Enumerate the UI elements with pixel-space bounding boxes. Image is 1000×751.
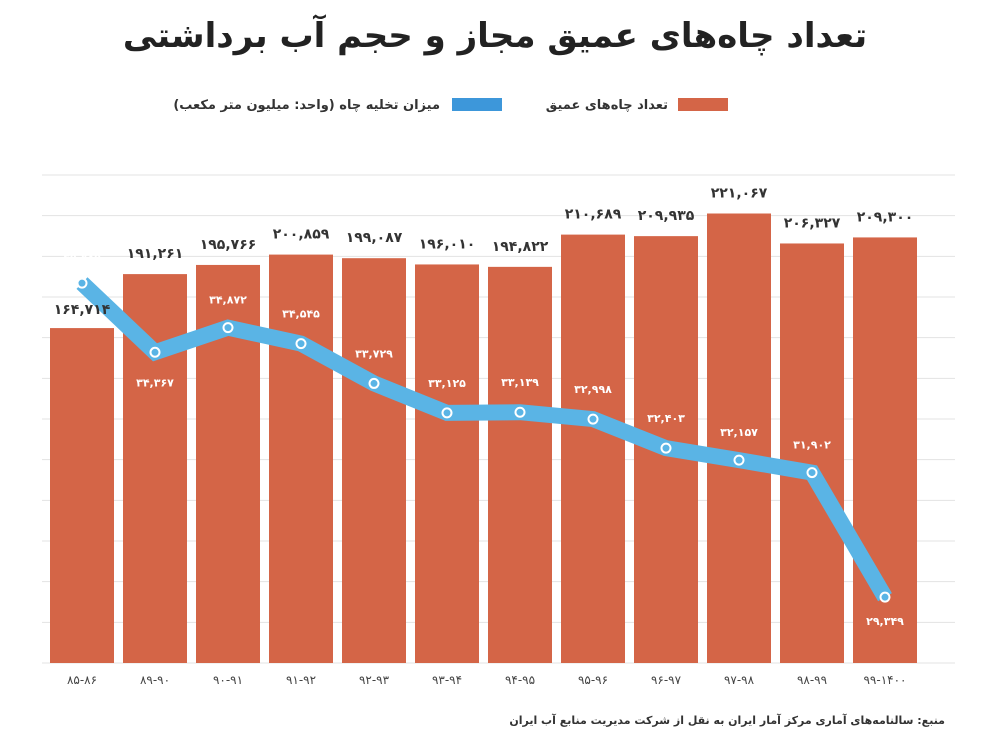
line-point [806, 467, 818, 479]
line-point [295, 338, 307, 350]
chart-title: تعداد چاه‌های عمیق مجاز و حجم آب برداشتی [123, 14, 867, 56]
x-axis-ticks: ۸۵-۸۶ ۸۹-۹۰ ۹۰-۹۱ ۹۱-۹۲ ۹۲-۹۳ ۹۳-۹۴ ۹۴-۹۵ ۹۵-۹۶… [67, 673, 907, 687]
bar-value-label: ۱۶۴,۷۱۴ [54, 302, 111, 318]
x-tick-label: ۹۰-۹۱ [213, 673, 243, 687]
bar-value-label: ۲۰۶,۳۲۷ [784, 215, 841, 231]
bar [488, 266, 552, 663]
legend: تعداد چاه‌های عمیق میزان تخلیه چاه (واحد… [173, 98, 728, 113]
bar-value-label: ۱۹۱,۲۶۱ [127, 246, 184, 262]
line-value-label: ۳۳,۱۳۹ [501, 376, 539, 389]
bar-value-label: ۲۱۰,۶۸۹ [565, 207, 622, 223]
x-tick-label: ۹۳-۹۴ [432, 673, 462, 687]
bar-value-label: ۱۹۴,۸۲۲ [492, 239, 549, 255]
line-value-label: ۳۴,۸۷۲ [209, 294, 247, 307]
line-point [149, 346, 161, 358]
bar-value-label: ۱۹۹,۰۸۷ [346, 230, 403, 246]
x-tick-label: ۹۱-۹۲ [286, 673, 316, 687]
line-point [368, 377, 380, 389]
line-value-label: ۳۳,۷۲۹ [355, 347, 393, 360]
bar-value-label: ۱۹۵,۷۶۶ [200, 237, 257, 253]
source-note: منبع: سالنامه‌های آماری مرکز آمار ایران … [509, 713, 945, 727]
line-value-label: ۳۴,۵۴۵ [282, 308, 320, 321]
line-value-label: ۲۹,۳۴۹ [866, 615, 904, 628]
x-tick-label: ۹۲-۹۳ [359, 673, 390, 687]
line-point [587, 413, 599, 425]
line-point [879, 591, 891, 603]
line-value-label: ۳۳,۱۲۵ [428, 377, 466, 390]
x-tick-label: ۹۶-۹۷ [651, 673, 682, 687]
legend-swatch-bars [678, 98, 728, 111]
x-tick-label: ۸۵-۸۶ [67, 673, 97, 687]
line-point [222, 322, 234, 334]
line-point [76, 277, 88, 289]
bar-value-label: ۲۲۱,۰۶۷ [711, 185, 768, 201]
legend-swatch-line [452, 98, 502, 111]
line-value-label: ۳۲,۴۰۳ [647, 412, 685, 425]
bar [561, 234, 625, 663]
data-labels: ۱۶۴,۷۱۴ ۱۹۱,۲۶۱ ۱۹۵,۷۶۶ ۲۰۰,۸۵۹ ۱۹۹,۰۸۷ ۱۹۶,۰… [54, 185, 914, 628]
bar [269, 254, 333, 663]
bars [50, 213, 917, 663]
line-value-label: ۳۲,۱۵۷ [720, 426, 758, 439]
bar [780, 243, 844, 663]
x-tick-label: ۹۴-۹۵ [505, 673, 535, 687]
line-series [76, 277, 892, 603]
line-point [441, 407, 453, 419]
bar-value-label: ۲۰۰,۸۵۹ [273, 227, 330, 243]
legend-label-line: میزان تخلیه چاه (واحد: میلیون متر مکعب) [173, 98, 440, 113]
x-tick-label: ۸۹-۹۰ [140, 673, 170, 687]
line-value-label: ۳۲,۹۹۸ [574, 383, 612, 396]
line-point [733, 454, 745, 466]
x-tick-label: ۹۸-۹۹ [797, 673, 827, 687]
line-value-label: ۳۵,۷۸۵ [63, 251, 101, 264]
bar [342, 258, 406, 663]
legend-label-bars: تعداد چاه‌های عمیق [546, 98, 668, 113]
line-path [76, 277, 892, 602]
x-tick-label: ۹۷-۹۸ [724, 673, 755, 687]
x-tick-label: ۹۵-۹۶ [578, 673, 608, 687]
bar [707, 213, 771, 663]
bar [415, 264, 479, 663]
bar-value-label: ۲۰۹,۹۳۵ [638, 208, 695, 224]
line-value-label: ۳۴,۳۶۷ [136, 376, 174, 389]
bar-value-label: ۱۹۶,۰۱۰ [419, 236, 476, 252]
x-tick-label: ۹۹-۱۴۰۰ [863, 673, 906, 687]
bar [50, 328, 114, 663]
line-point [514, 406, 526, 418]
line-point [660, 442, 672, 454]
bar-value-label: ۲۰۹,۳۰۰ [857, 209, 914, 225]
line-value-label: ۳۱,۹۰۲ [793, 439, 831, 452]
